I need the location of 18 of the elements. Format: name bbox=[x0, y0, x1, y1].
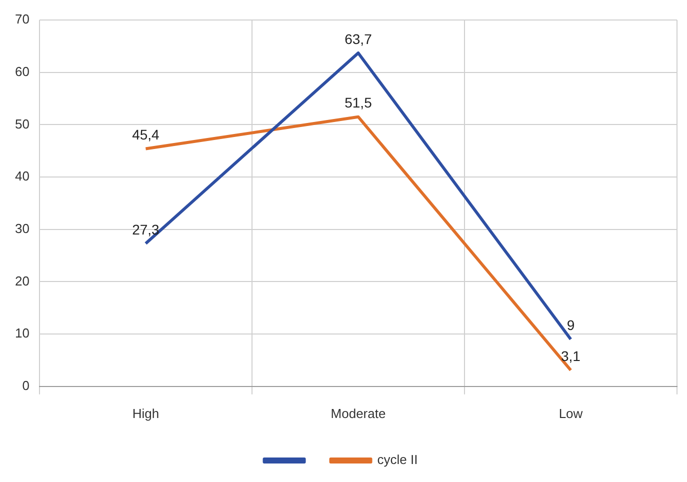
data-label: 9 bbox=[566, 317, 575, 334]
data-label: 45,4 bbox=[132, 126, 160, 143]
y-tick-label: 60 bbox=[14, 64, 30, 79]
data-label: 3,1 bbox=[561, 348, 581, 364]
data-label: 63,7 bbox=[344, 30, 372, 47]
data-label: 51,5 bbox=[344, 94, 372, 111]
y-tick-label: 20 bbox=[14, 273, 30, 288]
legend-label: cycle II bbox=[377, 452, 418, 468]
x-tick-label: Low bbox=[558, 406, 584, 421]
y-tick-label: 10 bbox=[14, 326, 30, 341]
y-tick-label: 0 bbox=[22, 378, 30, 393]
y-tick-label: 30 bbox=[14, 220, 30, 236]
x-tick-label: Moderate bbox=[330, 406, 386, 421]
y-tick-label: 70 bbox=[14, 12, 30, 27]
x-tick-label: High bbox=[132, 406, 160, 421]
data-label: 27,3 bbox=[132, 221, 160, 238]
y-tick-label: 50 bbox=[14, 116, 30, 132]
y-tick-label: 40 bbox=[14, 168, 30, 184]
